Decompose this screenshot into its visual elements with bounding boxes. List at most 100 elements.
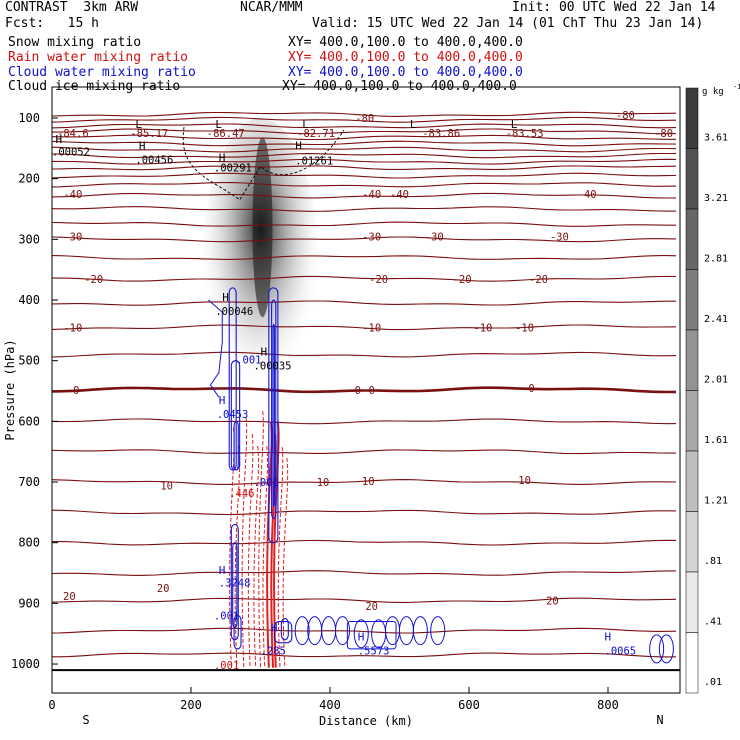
extremum-value: .001	[254, 477, 279, 489]
colorbar-unit: g kg	[702, 87, 724, 97]
extremum-marker: L	[302, 118, 309, 131]
temperature-label: 20	[546, 595, 559, 607]
isotherm	[52, 652, 677, 658]
temperature-label: -30	[362, 231, 381, 243]
extremum-value: .0065	[605, 646, 637, 658]
cloud-water-cell	[294, 616, 310, 646]
cloud-water-contour	[232, 542, 238, 629]
cloud-ice-contour	[182, 127, 345, 201]
isotherm	[52, 509, 677, 516]
colorbar-segment	[685, 208, 699, 270]
y-tick-label: 800	[18, 536, 40, 550]
extremum-marker: H	[139, 139, 146, 152]
colorbar-segment	[685, 390, 699, 452]
temperature-label: -40	[390, 189, 409, 201]
colorbar-label: 1.21	[704, 496, 728, 507]
isotherm	[52, 111, 677, 117]
temperature-label: 20	[63, 591, 76, 603]
colorbar-label: .81	[704, 556, 722, 567]
y-tick-label: 400	[18, 293, 40, 307]
temperature-label: -40	[578, 189, 597, 201]
y-axis-label: Pressure (hPa)	[3, 339, 17, 440]
extremum-value: .00035	[254, 361, 292, 373]
rain-contour	[229, 427, 235, 666]
temperature-label: 0	[369, 385, 375, 397]
colorbar-segment	[685, 511, 699, 573]
colorbar-label: 3.21	[704, 193, 728, 204]
temperature-label: -30	[550, 231, 569, 243]
cloud-water-contour	[280, 617, 289, 641]
init-time: Init: 00 UTC Wed 22 Jan 14	[512, 0, 716, 15]
cloud-water-contour	[346, 621, 397, 650]
cloud-water-cell	[371, 619, 387, 649]
temperature-label: 10	[362, 476, 375, 488]
rain-contour	[234, 445, 241, 665]
isotherm	[52, 192, 677, 199]
cloud-water-contour	[228, 287, 237, 471]
isotherm	[52, 597, 677, 603]
cloud-water-cell	[307, 616, 323, 646]
colorbar-label: 2.81	[704, 254, 728, 265]
rain-contour	[266, 421, 273, 668]
temperature-label: 10	[317, 477, 330, 489]
rain-contour	[277, 445, 284, 668]
extremum-marker: L	[410, 118, 417, 131]
extremum-value: .3248	[219, 578, 251, 590]
temperature-label: -20	[529, 274, 548, 286]
isotherm	[52, 116, 677, 123]
extremum-marker: H	[55, 133, 62, 146]
temperature-label: -83.53	[506, 128, 544, 140]
extremum-marker: L	[135, 118, 142, 131]
temperature-label: -84.6	[57, 128, 89, 140]
rain-contour	[247, 433, 254, 666]
temperature-label: -86.47	[207, 128, 245, 140]
colorbar-segment	[685, 87, 699, 149]
extremum-marker: H	[222, 291, 229, 304]
isotherm	[52, 140, 677, 147]
temperature-label: -10	[515, 322, 534, 334]
colorbar-label: 1.61	[704, 435, 728, 446]
isotherm	[52, 275, 677, 282]
temperature-label: -10	[473, 322, 492, 334]
cloud-water-contour	[233, 614, 242, 650]
plot-frame	[51, 86, 681, 694]
snow-shading	[202, 118, 319, 410]
isotherm	[52, 300, 676, 306]
extremum-value: .001	[214, 610, 239, 622]
cloud-water-contour	[230, 360, 241, 471]
temperature-label: -80	[355, 113, 374, 125]
temperature-label: -20	[84, 274, 103, 286]
colorbar-label: 3.61	[704, 133, 728, 144]
cloud-water-cell	[398, 616, 414, 646]
rain-contour	[273, 421, 280, 668]
y-tick-label: 200	[18, 172, 40, 186]
cloud-water-cell	[412, 616, 428, 646]
legend-rain-label: Rain water mixing ratio	[8, 50, 189, 65]
extremum-value: .285	[261, 646, 286, 658]
isotherm	[52, 134, 676, 141]
y-tick-label: 500	[18, 354, 40, 368]
cloud-water-contour	[230, 523, 239, 641]
legend-snow-xy: XY= 400.0,100.0 to 400.0,400.0	[288, 35, 523, 50]
isotherm	[52, 449, 676, 455]
cloud-water-contour	[271, 299, 277, 519]
snow-core	[252, 137, 273, 318]
temperature-label: -83.86	[422, 128, 460, 140]
legend-cloud-ice-label: Cloud ice mixing ratio	[8, 79, 181, 94]
isotherm	[52, 123, 677, 129]
colorbar-segment	[685, 148, 699, 210]
colorbar-label: 2.01	[704, 375, 728, 386]
cloud-water-cell	[430, 616, 446, 646]
extremum-value: .00291	[214, 163, 252, 175]
temperature-label: 0	[355, 385, 361, 397]
temperature-label: -20	[369, 274, 388, 286]
extremum-value: .446	[229, 488, 254, 500]
isotherm	[52, 627, 677, 634]
temperature-label: 10	[518, 475, 531, 487]
organization-title: NCAR/MMM	[240, 0, 303, 15]
colorbar-label: 2.41	[704, 314, 728, 325]
extremum-value: .0453	[217, 409, 249, 421]
isotherm	[52, 479, 677, 485]
temperature-label: -40	[362, 189, 381, 201]
